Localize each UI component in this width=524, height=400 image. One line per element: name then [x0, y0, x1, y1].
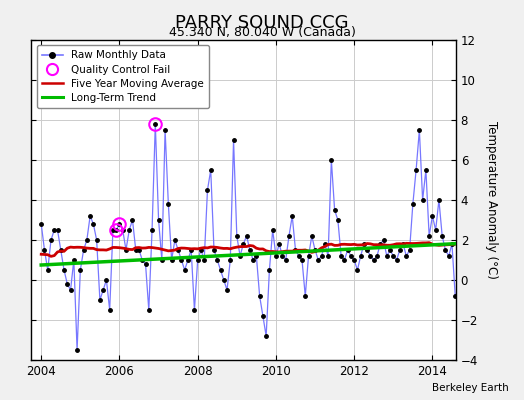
Text: PARRY SOUND CCG: PARRY SOUND CCG [175, 14, 349, 32]
Text: Berkeley Earth: Berkeley Earth [432, 383, 508, 393]
Text: 45.340 N, 80.040 W (Canada): 45.340 N, 80.040 W (Canada) [169, 26, 355, 39]
Legend: Raw Monthly Data, Quality Control Fail, Five Year Moving Average, Long-Term Tren: Raw Monthly Data, Quality Control Fail, … [37, 45, 209, 108]
Y-axis label: Temperature Anomaly (°C): Temperature Anomaly (°C) [485, 121, 498, 279]
